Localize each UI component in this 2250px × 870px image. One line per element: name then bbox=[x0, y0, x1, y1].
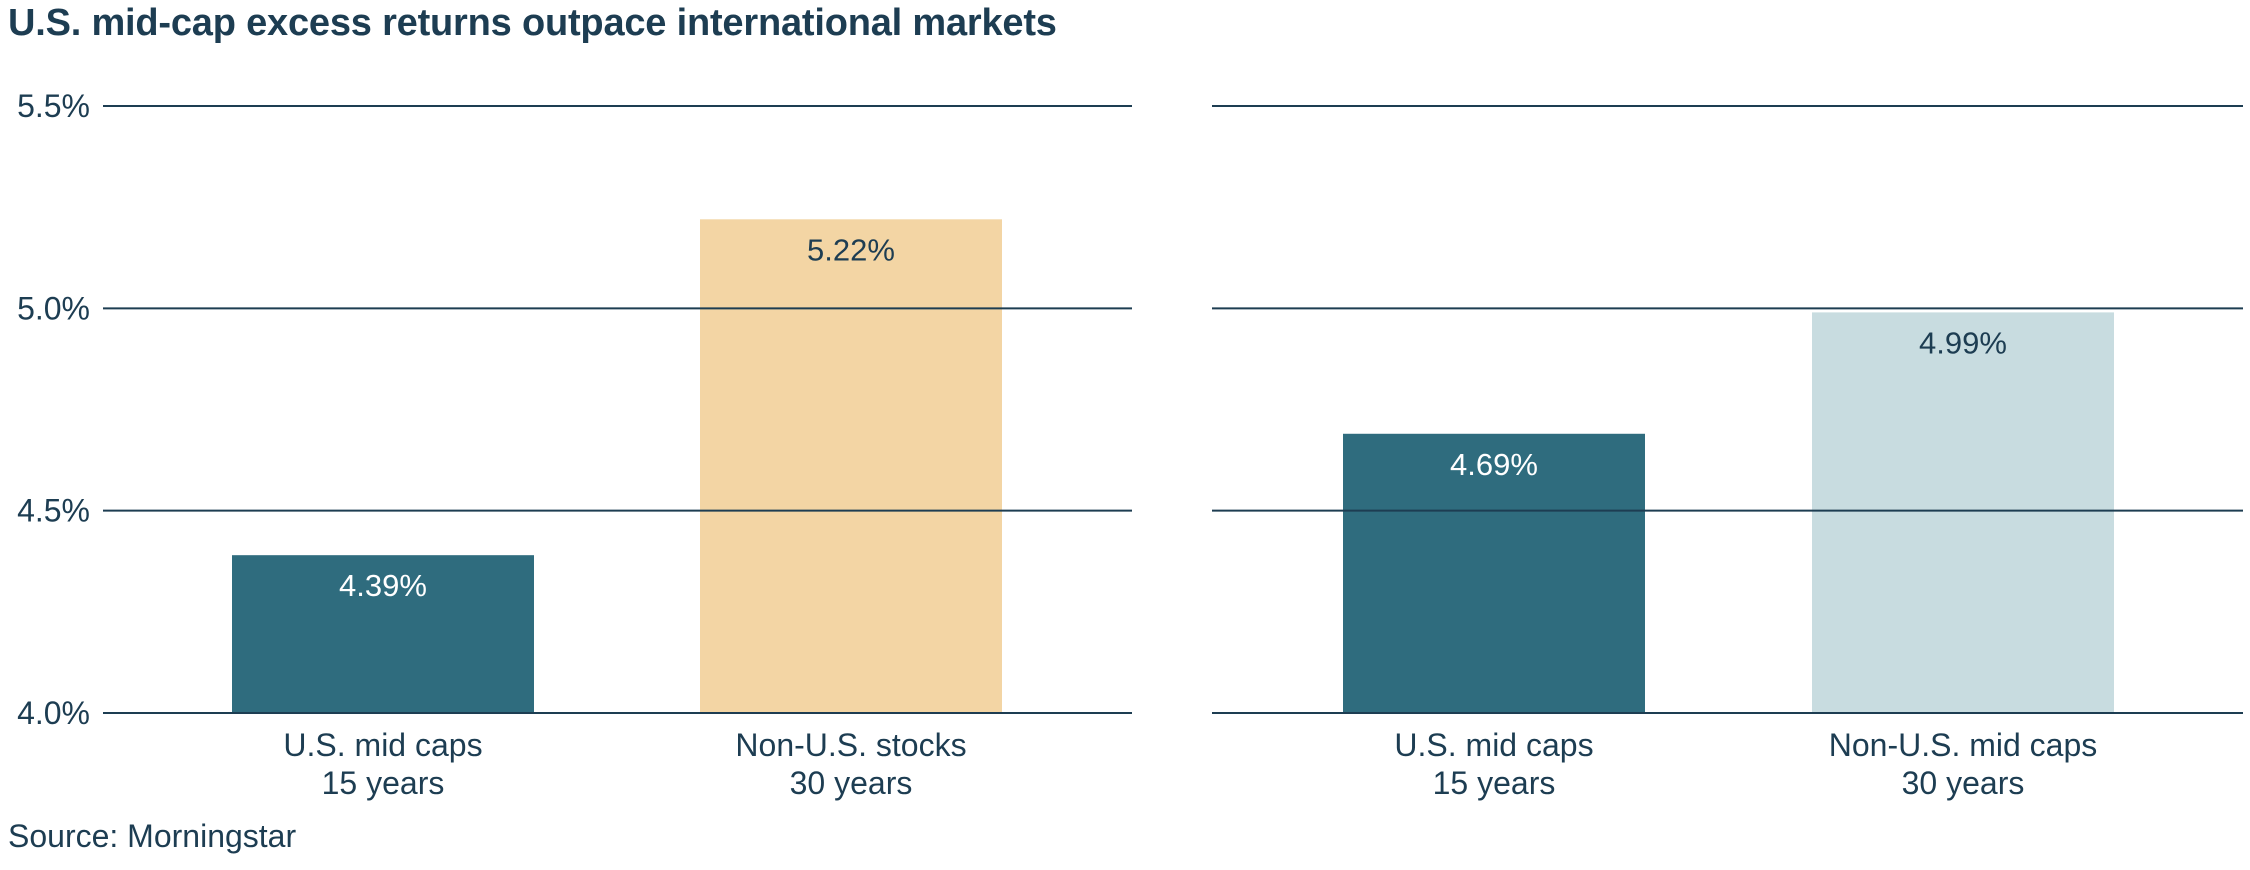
bar bbox=[700, 219, 1002, 713]
source-note: Source: Morningstar bbox=[8, 818, 297, 854]
x-category-sublabel: 15 years bbox=[1433, 765, 1556, 801]
bar bbox=[232, 555, 534, 713]
y-tick-label: 4.0% bbox=[17, 695, 90, 731]
bar bbox=[1343, 433, 1645, 713]
x-category-sublabel: 15 years bbox=[322, 765, 445, 801]
y-tick-label: 4.5% bbox=[17, 493, 90, 529]
x-category-label: U.S. mid caps bbox=[1394, 727, 1593, 763]
bar bbox=[1812, 312, 2114, 713]
chart-panel-1: 4.0% 4.5% 5.0% 5.5% 4.39% 5.22% U.S. mid caps1… bbox=[17, 88, 1132, 801]
x-category-sublabel: 30 years bbox=[790, 765, 913, 801]
x-category-sublabel: 30 years bbox=[1902, 765, 2025, 801]
data-label: 5.22% bbox=[807, 232, 895, 267]
data-label: 4.69% bbox=[1450, 447, 1538, 482]
y-tick-label: 5.0% bbox=[17, 290, 90, 326]
x-category-label: Non-U.S. stocks bbox=[735, 727, 966, 763]
data-label: 4.39% bbox=[339, 568, 427, 603]
x-category-label: Non-U.S. mid caps bbox=[1829, 727, 2098, 763]
data-label: 4.99% bbox=[1919, 325, 2007, 360]
chart-title: U.S. mid-cap excess returns outpace inte… bbox=[8, 2, 1057, 44]
y-tick-label: 5.5% bbox=[17, 88, 90, 124]
x-category-label: U.S. mid caps bbox=[283, 727, 482, 763]
